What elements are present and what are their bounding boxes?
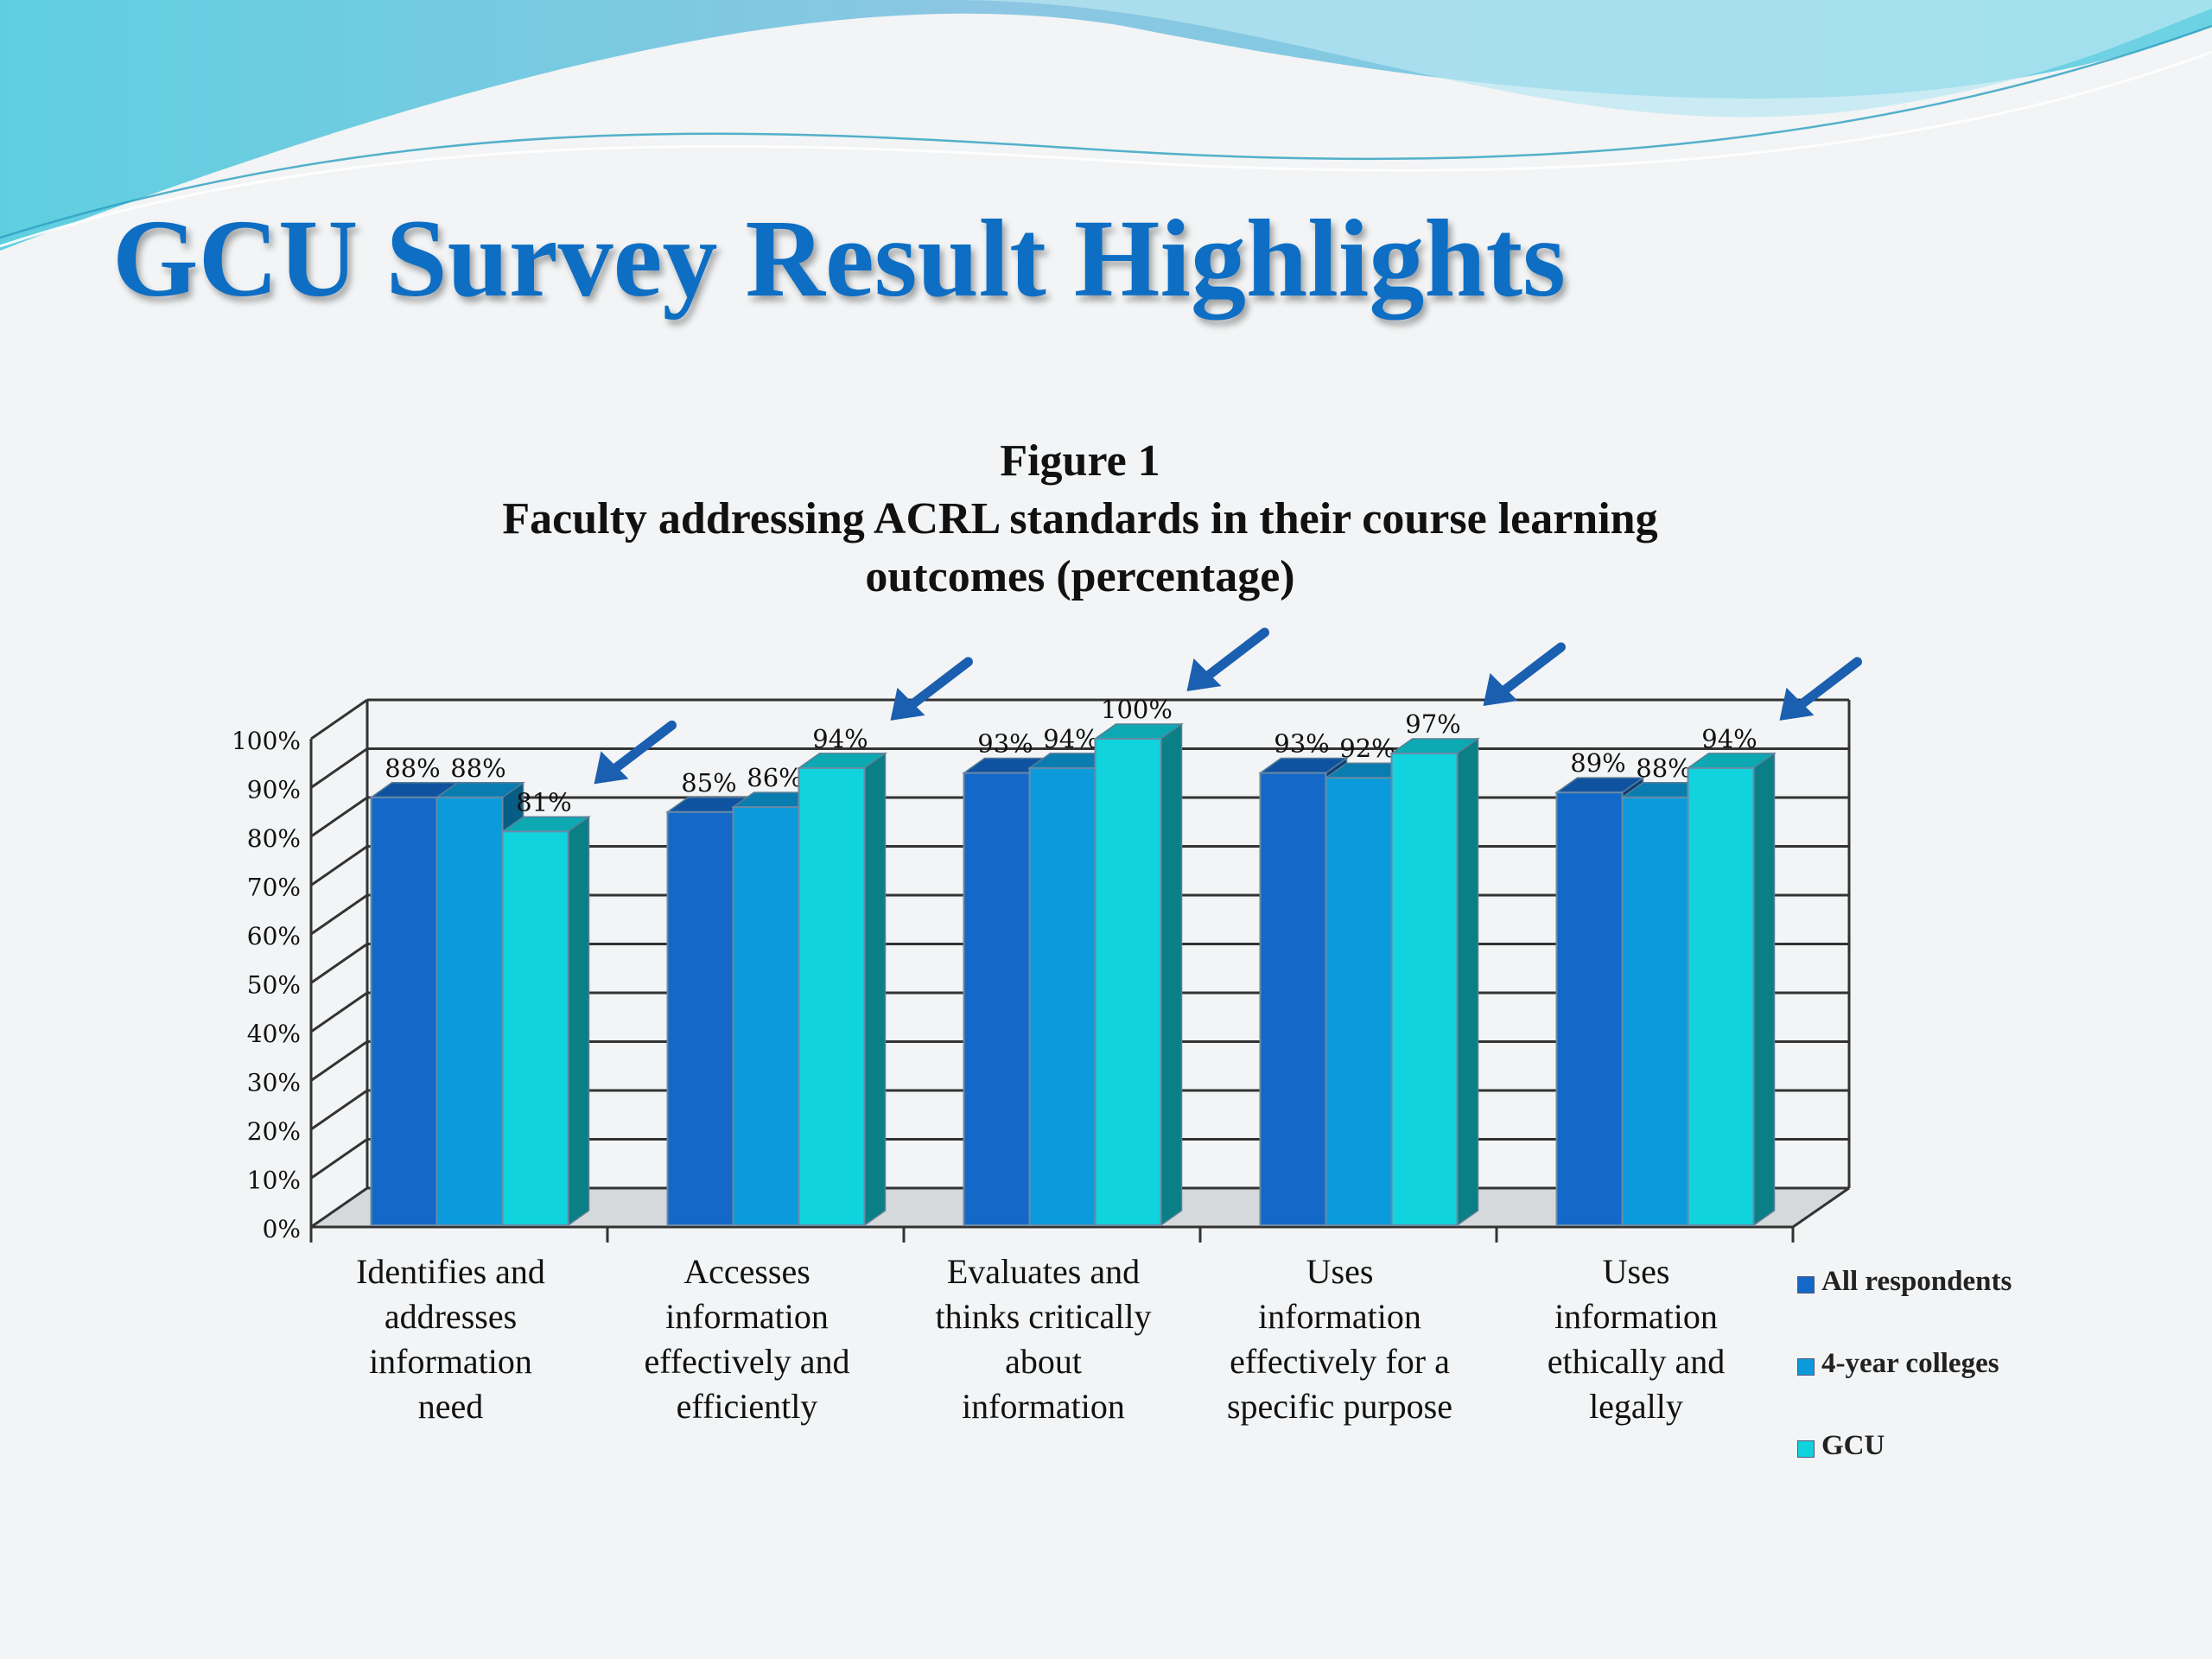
y-tick-label: 10%: [247, 1166, 301, 1195]
annotation-arrow-shaft: [1491, 642, 1566, 702]
bar: [1028, 766, 1096, 1226]
data-label: 93%: [977, 729, 1033, 759]
bar: [732, 806, 800, 1226]
y-tick-label: 40%: [247, 1020, 301, 1048]
annotation-arrow-head: [890, 687, 925, 721]
gridline-side: [310, 698, 368, 741]
slide-title: GCU Survey Result Highlights: [112, 197, 1566, 320]
chart-title-line-3: outcomes (percentage): [865, 552, 1295, 601]
gridline-side: [310, 1040, 368, 1082]
category-label: Uses information ethically and legally: [1548, 1252, 1725, 1426]
data-label: 88%: [1636, 753, 1691, 783]
annotation-arrow-shaft: [1194, 627, 1269, 688]
gridline-side: [310, 893, 368, 936]
y-tick-label: 60%: [247, 922, 301, 950]
annotation-arrow-shaft: [601, 720, 677, 780]
gridline-side: [310, 796, 368, 838]
data-label: 93%: [1274, 729, 1329, 759]
bar-side: [1752, 752, 1776, 1227]
chart-title-line-2: Faculty addressing ACRL standards in the…: [502, 494, 1658, 543]
category-label: Uses information effectively for a specific…: [1227, 1252, 1452, 1426]
data-label: 94%: [1701, 724, 1757, 753]
data-label: 81%: [516, 787, 571, 817]
chart-legend: All respondents 4-year colleges GCU: [1797, 1266, 2012, 1512]
bar: [798, 766, 866, 1226]
category-label: Accesses information effectively and effici…: [644, 1252, 849, 1426]
y-tick-label: 30%: [247, 1069, 301, 1097]
gridline-side: [310, 1089, 368, 1131]
gridline-side: [310, 991, 368, 1033]
annotation-arrow-head: [594, 751, 629, 785]
annotation-arrow-shaft: [1787, 657, 1862, 717]
y-tick-label: 70%: [247, 874, 301, 902]
legend-label: 4-year colleges: [1821, 1348, 1999, 1379]
bar-side: [567, 815, 590, 1227]
data-label: 88%: [385, 753, 440, 783]
bar: [370, 796, 438, 1226]
floor-right-edge: [1792, 1186, 1850, 1229]
y-tick-label: 80%: [247, 824, 301, 853]
bar: [1390, 752, 1459, 1226]
annotation-arrow-shaft: [898, 657, 973, 717]
bar: [1621, 796, 1689, 1226]
annotation-arrow-head: [1483, 672, 1518, 706]
legend-label: All respondents: [1821, 1266, 2012, 1297]
category-label: Identifies and addresses information need: [356, 1252, 545, 1426]
data-label: 94%: [1043, 724, 1098, 753]
y-tick-label: 50%: [247, 971, 301, 1000]
bar: [1687, 766, 1755, 1226]
category-label: Evaluates and thinks critically about infor…: [936, 1252, 1152, 1426]
data-label: 85%: [681, 768, 736, 798]
data-label: 94%: [812, 724, 868, 753]
legend-item-gcu: GCU: [1797, 1430, 2012, 1512]
bar: [1259, 772, 1327, 1226]
y-tick-label: 90%: [247, 776, 301, 804]
annotation-arrow-head: [1779, 687, 1815, 721]
legend-item-4-year-colleges: 4-year colleges: [1797, 1348, 2012, 1430]
bar: [1325, 777, 1393, 1226]
bar: [501, 830, 569, 1226]
legend-swatch-gcu: [1797, 1440, 1815, 1458]
annotation-arrow-head: [1186, 658, 1222, 691]
gridline-side: [310, 943, 368, 984]
wave-header-decoration: [0, 0, 2212, 251]
data-label: 88%: [450, 753, 505, 783]
bar-side: [1160, 722, 1183, 1227]
bar: [1094, 738, 1162, 1226]
bar: [666, 810, 734, 1226]
bar-side: [1456, 737, 1479, 1227]
legend-swatch-all-respondents: [1797, 1276, 1815, 1294]
legend-swatch-4-year-colleges: [1797, 1358, 1815, 1376]
legend-item-all-respondents: All respondents: [1797, 1266, 2012, 1348]
bar: [435, 796, 504, 1226]
gridline-side: [310, 1186, 368, 1229]
data-label: 97%: [1405, 709, 1460, 739]
data-label: 86%: [747, 763, 802, 792]
gridline-side: [310, 1138, 368, 1179]
chart-title-line-1: Figure 1: [1000, 436, 1160, 486]
gridline-side: [310, 845, 368, 887]
gridline-side: [310, 747, 368, 789]
data-label: 89%: [1570, 748, 1625, 778]
data-label: 100%: [1101, 695, 1173, 724]
data-label: 92%: [1339, 734, 1395, 763]
bar-side: [863, 752, 887, 1227]
y-tick-label: 0%: [263, 1215, 301, 1243]
legend-label: GCU: [1821, 1430, 1885, 1461]
y-tick-label: 20%: [247, 1117, 301, 1146]
bar: [1555, 791, 1624, 1227]
bar: [963, 772, 1031, 1226]
chart-title: Figure 1 Faculty addressing ACRL standar…: [0, 432, 2160, 606]
y-tick-label: 100%: [232, 727, 301, 755]
